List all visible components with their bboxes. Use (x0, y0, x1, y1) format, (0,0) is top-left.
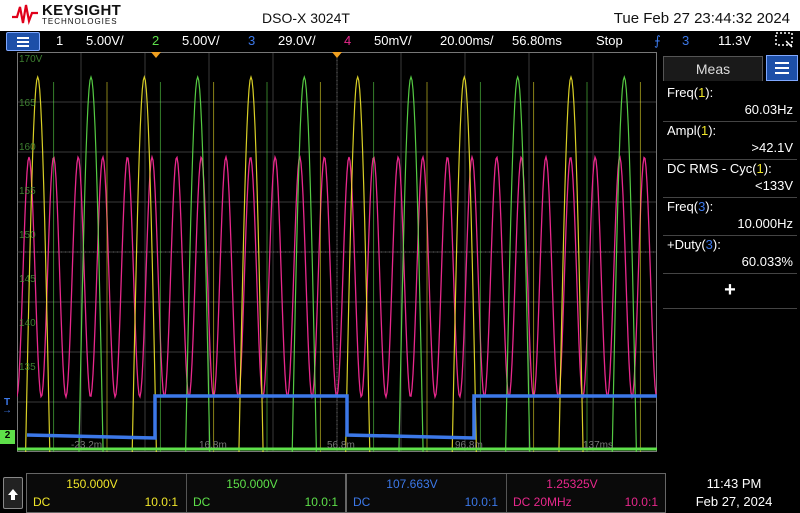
ch3-marker[interactable]: → (2, 405, 12, 416)
ch4-scale[interactable]: 50mV/ (374, 33, 412, 48)
trigger-source[interactable]: 3 (682, 33, 690, 48)
voltage-label: 145 (19, 274, 36, 285)
ch2-ground-marker[interactable]: 2 (0, 430, 15, 444)
time-label: 96.8m (455, 440, 483, 451)
ch3-probe: 10.0:1 (464, 495, 498, 509)
add-measurement-button[interactable]: + (663, 272, 797, 309)
ch1-scale[interactable]: 5.00V/ (86, 33, 124, 48)
meas-item[interactable]: Ampl(1): >42.1V (663, 120, 797, 160)
ch4-offset: 1.25325V (546, 477, 598, 491)
ch4-probe: 10.0:1 (624, 495, 658, 509)
meas-value: 60.03Hz (744, 102, 793, 117)
voltage-label: 150 (19, 230, 36, 241)
ch1-ch2-info: 150.000V DC 10.0:1 150.000V DC 10.0:1 (26, 473, 346, 513)
meas-item[interactable]: +Duty(3): 60.033% (663, 234, 797, 274)
voltage-label: 165 (19, 98, 36, 109)
waveform-display[interactable]: 170V 165 160 155 150 145 140 135 -23.2m 16.8m 56.8… (17, 52, 657, 452)
voltage-label: 170V (19, 54, 43, 65)
ch2-info[interactable]: 150.000V DC 10.0:1 (186, 474, 346, 512)
home-button[interactable] (3, 477, 23, 509)
datetime: Tue Feb 27 23:44:32 2024 (613, 10, 790, 27)
ch3-scale[interactable]: 29.0V/ (278, 33, 316, 48)
main-menu-button[interactable] (6, 32, 40, 51)
trigger-position-icon (332, 52, 342, 58)
ch1-ch2-pulse (451, 74, 477, 452)
measurement-panel: Meas Freq(1): 60.03Hz Ampl(1): >42.1V DC RMS… (661, 52, 800, 452)
ch1-ch2-pulse (131, 74, 157, 452)
timebase[interactable]: 20.00ms/ (440, 33, 494, 48)
keysight-logo-icon (12, 4, 38, 25)
ch1-ch2-pulse (291, 74, 317, 452)
meas-label: +Duty(3): (667, 237, 721, 252)
ch1-probe: 10.0:1 (144, 495, 178, 509)
meas-label: Freq(1): (667, 85, 714, 100)
voltage-label: 140 (19, 318, 36, 329)
model-name: DSO-X 3024T (262, 10, 350, 26)
run-state[interactable]: Stop (596, 33, 623, 48)
ch3-trace (26, 394, 657, 440)
title-bar: KEYSIGHT TECHNOLOGIES DSO-X 3024T Tue Fe… (0, 0, 800, 31)
meas-label: Freq(3): (667, 199, 714, 214)
ch1-ch2-pulse (25, 74, 51, 452)
ch4-number[interactable]: 4 (344, 33, 352, 48)
ch2-probe: 10.0:1 (304, 495, 338, 509)
voltage-label: 160 (19, 142, 36, 153)
ch2-scale[interactable]: 5.00V/ (182, 33, 220, 48)
ch1-ch2-pulse (558, 74, 584, 452)
ch2-number[interactable]: 2 (152, 33, 160, 48)
channel-info-bar: 150.000V DC 10.0:1 150.000V DC 10.0:1 10… (0, 452, 800, 513)
delay[interactable]: 56.80ms (512, 33, 562, 48)
meas-item[interactable]: Freq(3): 10.000Hz (663, 196, 797, 236)
meas-item[interactable]: Freq(1): 60.03Hz (663, 82, 797, 122)
ch1-ch2-pulse (398, 74, 424, 452)
ch3-info[interactable]: 107.663V DC 10.0:1 (347, 474, 506, 512)
meas-value: <133V (755, 178, 793, 193)
ch1-offset: 150.000V (66, 477, 118, 491)
up-arrow-icon (8, 489, 18, 500)
trigger-edge-icon[interactable]: ⨍ (654, 33, 661, 48)
trigger-level[interactable]: 11.3V (718, 33, 752, 48)
meas-item[interactable]: DC RMS - Cyc(1): <133V (663, 158, 797, 198)
ch3-offset: 107.663V (386, 477, 438, 491)
time-label: 56.8m (327, 440, 355, 451)
delay-marker-icon (151, 52, 161, 58)
time-label: 137ms (583, 440, 613, 451)
meas-label: Ampl(1): (667, 123, 717, 138)
meas-tab[interactable]: Meas (663, 56, 763, 81)
ch1-ch2-pulse (505, 74, 531, 452)
ch2-offset: 150.000V (226, 477, 278, 491)
ch1-coupling: DC (33, 495, 51, 509)
ch1-ch2-pulse (78, 74, 104, 452)
ch1-ch2-pulse (185, 74, 211, 452)
clock-time: 11:43 PM (706, 476, 762, 491)
ch3-number[interactable]: 3 (248, 33, 256, 48)
status-bar: 1 5.00V/ 2 5.00V/ 3 29.0V/ 4 50mV/ 20.00… (0, 31, 800, 52)
meas-value: 10.000Hz (737, 216, 793, 231)
brand-name: KEYSIGHT (42, 2, 122, 19)
ch1-ch2-pulse (345, 74, 371, 452)
ch3-coupling: DC (353, 495, 371, 509)
channel-markers: T → 2 (0, 52, 17, 452)
voltage-label: 155 (19, 186, 36, 197)
time-label: 16.8m (199, 440, 227, 451)
clock: 11:43 PM Feb 27, 2024 (675, 476, 793, 509)
voltage-label: 135 (19, 362, 36, 373)
time-label: -23.2m (71, 440, 102, 451)
meas-value: 60.033% (741, 254, 793, 269)
meas-value: >42.1V (751, 140, 793, 155)
ch1-number[interactable]: 1 (56, 33, 64, 48)
ch2-coupling: DC (193, 495, 211, 509)
ch4-coupling: DC 20MHz (513, 495, 572, 509)
fit-screen-icon[interactable] (774, 31, 794, 49)
ch4-info[interactable]: 1.25325V DC 20MHz 10.0:1 (506, 474, 666, 512)
trigger-level-marker[interactable]: T (4, 397, 11, 408)
menu-icon[interactable] (766, 55, 798, 81)
ch1-ch2-pulse (238, 74, 264, 452)
ch1-ch2-pulse (611, 74, 637, 452)
ch3-ch4-info: 107.663V DC 10.0:1 1.25325V DC 20MHz 10.… (346, 473, 666, 513)
meas-label: DC RMS - Cyc(1): (667, 161, 772, 176)
ch1-info[interactable]: 150.000V DC 10.0:1 (27, 474, 186, 512)
clock-date: Feb 27, 2024 (695, 494, 773, 509)
brand-subtitle: TECHNOLOGIES (42, 17, 118, 26)
